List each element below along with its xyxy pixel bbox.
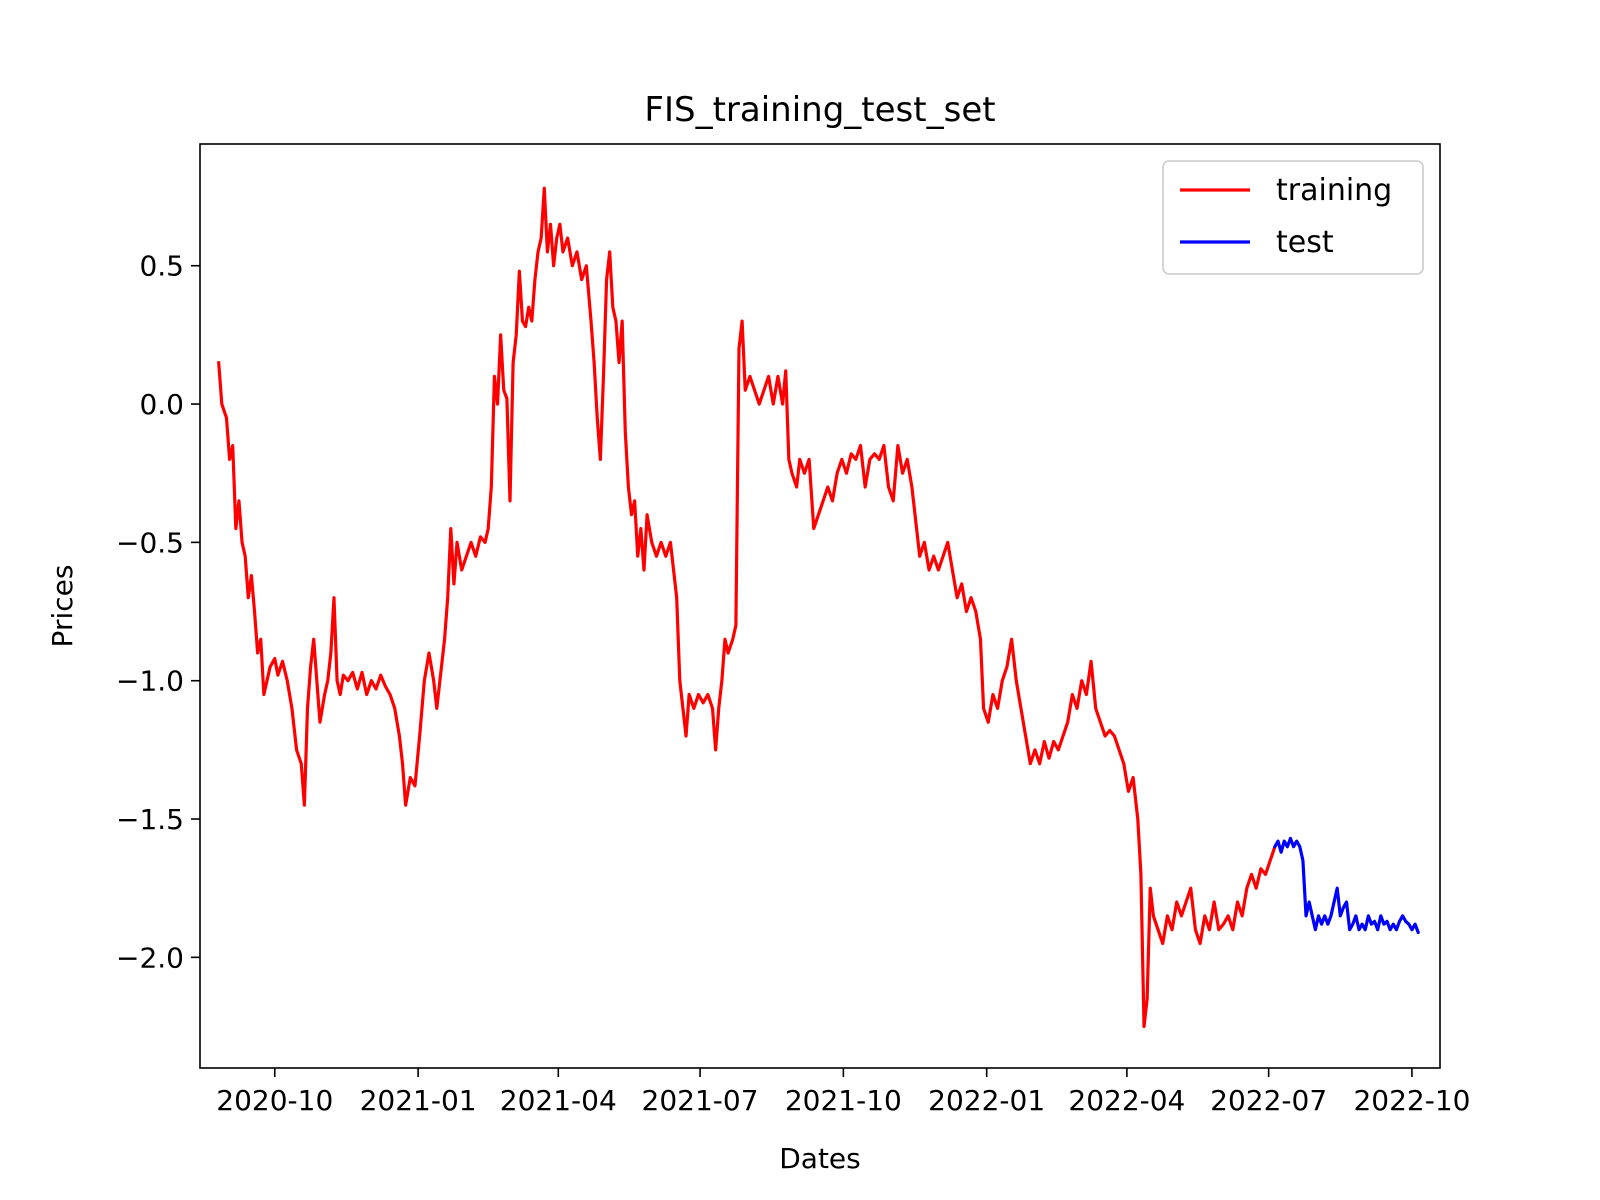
y-tick-label: −2.0: [116, 941, 184, 974]
x-tick-label: 2020-10: [216, 1084, 333, 1117]
plot-area: [200, 144, 1440, 1068]
y-tick-label: −0.5: [116, 526, 184, 559]
x-tick-label: 2022-01: [928, 1084, 1045, 1117]
plot-frame: [199, 143, 1441, 1069]
x-tick-label: 2022-04: [1068, 1084, 1185, 1117]
x-tick-label: 2021-07: [642, 1084, 759, 1117]
x-axis-label: Dates: [779, 1142, 861, 1175]
y-axis: 0.5 0.0 −0.5 −1.0 −1.5 −2.0: [116, 250, 200, 974]
legend-label-test: test: [1276, 225, 1334, 260]
y-tick-label: 0.5: [139, 250, 184, 283]
y-axis-label: Prices: [46, 565, 79, 648]
x-tick-label: 2021-10: [785, 1084, 902, 1117]
x-tick-label: 2021-04: [500, 1084, 617, 1117]
series-layer: [217, 186, 1420, 1029]
y-tick-label: 0.0: [139, 388, 184, 421]
x-tick-label: 2021-01: [360, 1084, 477, 1117]
chart-title: FIS_training_test_set: [644, 90, 995, 130]
x-tick-label: 2022-07: [1210, 1084, 1327, 1117]
x-tick-label: 2022-10: [1353, 1084, 1470, 1117]
y-tick-label: −1.0: [116, 665, 184, 698]
legend-label-training: training: [1276, 173, 1392, 208]
series-line-training: [217, 186, 1277, 1029]
legend: training test: [1162, 160, 1424, 275]
series-line-test: [1273, 836, 1420, 935]
x-axis: 2020-10 2021-01 2021-04 2021-07 2021-10 2022-…: [216, 1068, 1470, 1117]
y-tick-label: −1.5: [116, 803, 184, 836]
